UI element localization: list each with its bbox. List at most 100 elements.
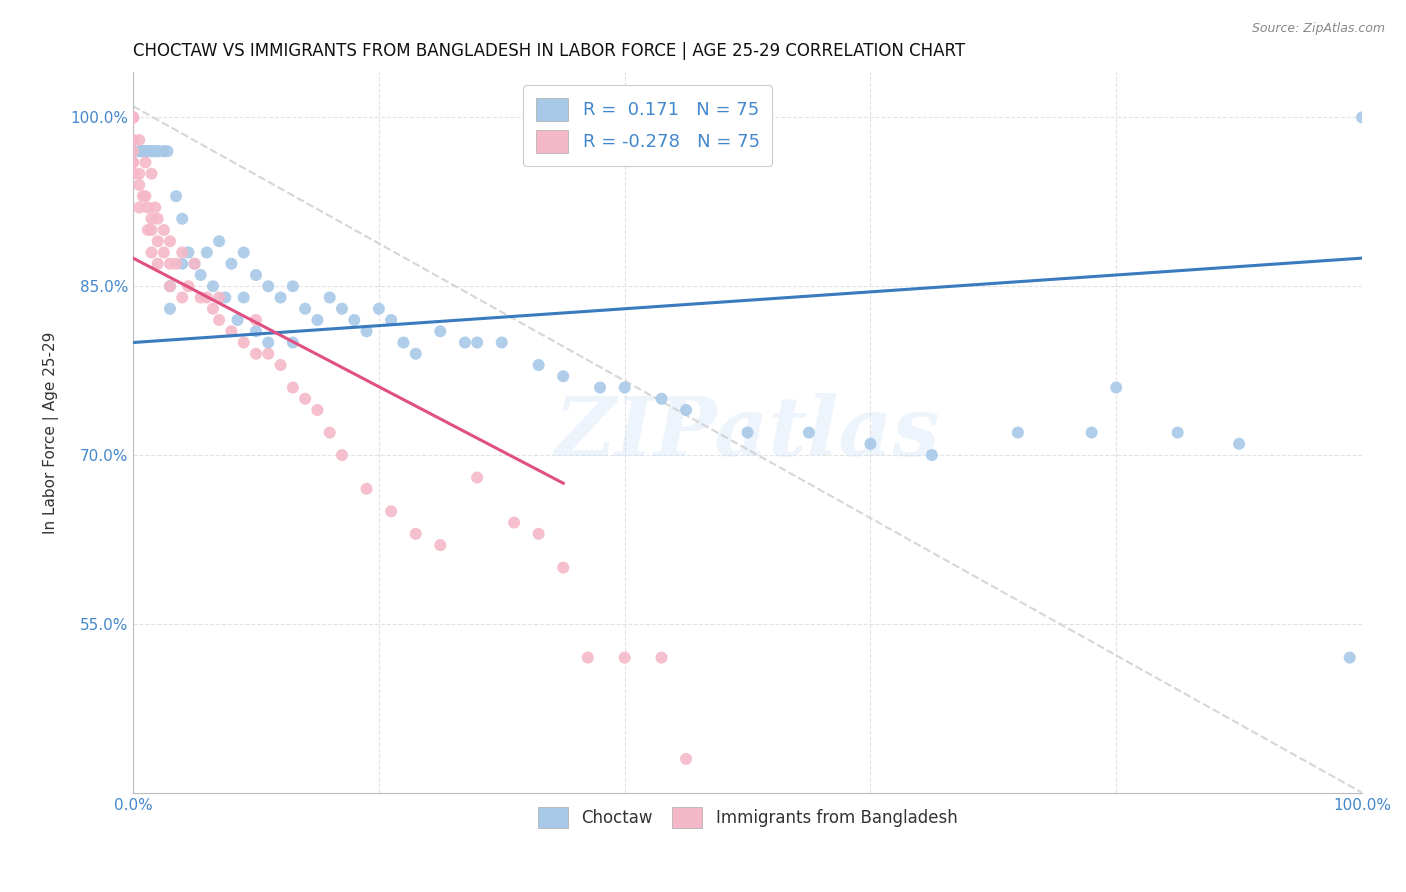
Point [307,403,329,417]
Point [294,392,316,406]
Point [159,257,181,271]
Point [281,380,304,394]
Point [122,145,145,159]
Point [122,155,145,169]
Point [195,291,218,305]
Point [122,155,145,169]
Point [122,111,145,125]
Point [128,167,150,181]
Point [141,145,163,159]
Point [1167,425,1189,440]
Point [356,482,378,496]
Point [1351,111,1374,125]
Point [675,403,697,417]
Point [221,257,243,271]
Text: ZIPatlas: ZIPatlas [555,392,941,473]
Point [134,145,156,159]
Point [319,425,342,440]
Point [122,111,145,125]
Point [134,155,156,169]
Point [405,526,427,541]
Point [281,279,304,293]
Point [134,145,156,159]
Point [122,133,145,147]
Point [172,257,194,271]
Point [257,279,280,293]
Point [367,301,389,316]
Point [208,313,231,327]
Point [142,145,165,159]
Point [128,201,150,215]
Point [232,245,254,260]
Point [122,111,145,125]
Point [165,257,187,271]
Point [141,145,163,159]
Point [190,268,212,282]
Point [1080,425,1102,440]
Point [122,145,145,159]
Point [208,291,231,305]
Point [141,245,163,260]
Point [270,358,292,372]
Point [527,358,550,372]
Point [281,335,304,350]
Point [122,145,145,159]
Point [465,470,488,484]
Text: Source: ZipAtlas.com: Source: ZipAtlas.com [1251,22,1385,36]
Point [232,291,254,305]
Point [797,425,820,440]
Y-axis label: In Labor Force | Age 25-29: In Labor Force | Age 25-29 [44,331,59,533]
Point [172,211,194,226]
Point [146,145,169,159]
Point [201,279,224,293]
Point [392,335,415,350]
Point [146,211,169,226]
Point [330,301,353,316]
Text: CHOCTAW VS IMMIGRANTS FROM BANGLADESH IN LABOR FORCE | AGE 25-29 CORRELATION CHA: CHOCTAW VS IMMIGRANTS FROM BANGLADESH IN… [134,42,965,60]
Point [650,650,672,665]
Point [270,291,292,305]
Point [429,538,451,552]
Point [343,313,366,327]
Point [553,369,575,384]
Point [132,189,155,203]
Point [122,145,145,159]
Point [153,145,176,159]
Point [146,257,169,271]
Point [245,347,267,361]
Point [527,526,550,541]
Point [232,335,254,350]
Legend: Choctaw, Immigrants from Bangladesh: Choctaw, Immigrants from Bangladesh [531,800,965,835]
Point [122,111,145,125]
Point [183,257,205,271]
Point [675,752,697,766]
Point [613,380,636,394]
Point [195,245,218,260]
Point [136,145,159,159]
Point [146,145,169,159]
Point [136,201,159,215]
Point [143,201,166,215]
Point [141,211,163,226]
Point [921,448,943,462]
Point [226,313,249,327]
Point [576,650,599,665]
Point [201,301,224,316]
Point [159,279,181,293]
Point [859,437,882,451]
Point [141,223,163,237]
Point [122,111,145,125]
Point [190,291,212,305]
Point [122,145,145,159]
Point [141,167,163,181]
Point [183,257,205,271]
Point [380,313,402,327]
Point [257,347,280,361]
Point [208,234,231,248]
Point [153,245,176,260]
Point [159,234,181,248]
Point [503,516,526,530]
Point [153,223,176,237]
Point [128,133,150,147]
Point [128,145,150,159]
